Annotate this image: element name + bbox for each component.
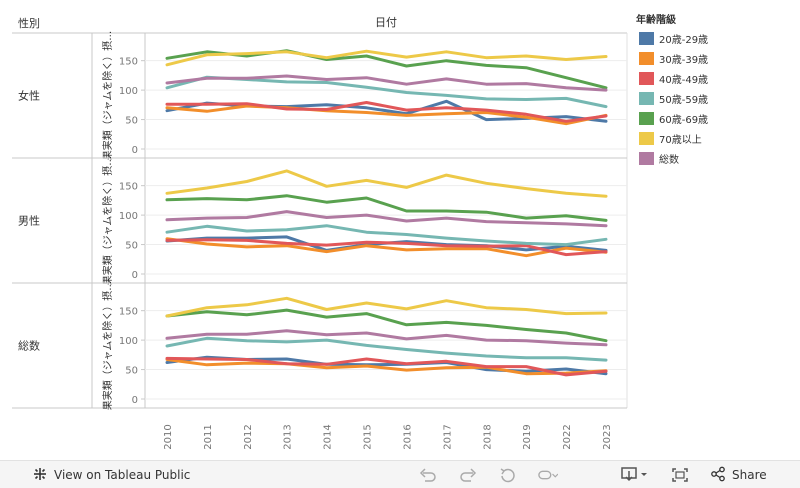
y-tick-label: 100 xyxy=(119,211,138,222)
series-line-7 xyxy=(165,74,608,92)
legend-title: 年齢階級 xyxy=(636,13,676,26)
series-line-7 xyxy=(165,329,608,347)
series-line-2 xyxy=(165,104,608,126)
share-icon xyxy=(710,466,726,485)
undo-icon[interactable] xyxy=(418,465,438,485)
legend-swatch xyxy=(639,92,654,105)
share-label: Share xyxy=(732,468,767,482)
series-line-7 xyxy=(165,210,608,228)
column-header-label: 日付 xyxy=(375,16,397,29)
y-tick-label: 100 xyxy=(119,336,138,347)
series-line-3 xyxy=(165,101,608,123)
x-tick-label: 2015 xyxy=(363,424,374,449)
x-tick-label: 2012 xyxy=(243,424,254,449)
series-line-4 xyxy=(165,336,608,362)
revert-icon[interactable] xyxy=(498,465,518,485)
x-tick-label: 2011 xyxy=(203,424,214,449)
legend-item-label: 70歳以上 xyxy=(659,134,702,146)
y-axis-title: 果実類（ジャムを除く）摂… xyxy=(101,31,114,161)
legend-item-label: 40歳-49歳 xyxy=(659,74,708,86)
series-line-6 xyxy=(165,49,608,67)
y-tick-label: 50 xyxy=(125,366,138,377)
legend-swatch xyxy=(639,152,654,165)
legend-swatch xyxy=(639,52,654,65)
x-tick-label: 2017 xyxy=(442,424,453,449)
tableau-toolbar: View on Tableau Public Share xyxy=(0,460,800,488)
y-tick-label: 0 xyxy=(132,395,138,406)
x-tick-label: 2022 xyxy=(562,424,573,449)
series-line-2 xyxy=(165,237,608,258)
download-icon[interactable] xyxy=(620,465,650,485)
legend-swatch xyxy=(639,32,654,45)
legend-item-label: 60歳-69歳 xyxy=(659,114,708,126)
panel-row-label: 男性 xyxy=(18,214,40,228)
x-tick-label: 2016 xyxy=(402,424,413,449)
y-tick-label: 0 xyxy=(132,145,138,156)
x-tick-label: 2014 xyxy=(323,424,334,449)
y-axis-title: 果実類（ジャムを除く）摂… xyxy=(101,156,114,286)
series-line-4 xyxy=(165,224,608,247)
view-on-tableau-public-link[interactable]: View on Tableau Public xyxy=(32,466,190,484)
y-tick-label: 50 xyxy=(125,116,138,127)
refresh-icon[interactable] xyxy=(538,465,558,485)
share-button[interactable]: Share xyxy=(710,466,767,484)
y-tick-label: 150 xyxy=(119,57,138,68)
legend-swatch xyxy=(639,132,654,145)
legend-swatch xyxy=(639,112,654,125)
panel-row-label: 総数 xyxy=(18,339,40,353)
series-line-5 xyxy=(165,308,608,343)
y-axis-title: 果実類（ジャムを除く）摂… xyxy=(101,281,114,411)
legend-item-label: 総数 xyxy=(659,153,679,166)
y-tick-label: 0 xyxy=(132,270,138,281)
y-tick-label: 50 xyxy=(125,241,138,252)
y-tick-label: 150 xyxy=(119,182,138,193)
series-line-6 xyxy=(165,169,608,198)
row-header-label: 性別 xyxy=(18,16,40,30)
series-line-3 xyxy=(165,238,608,257)
legend-item-label: 30歳-39歳 xyxy=(659,54,708,66)
x-tick-label: 2023 xyxy=(602,424,613,449)
x-tick-label: 2010 xyxy=(163,424,174,449)
x-tick-label: 2013 xyxy=(283,424,294,449)
panel-row-label: 女性 xyxy=(18,89,40,103)
x-tick-label: 2019 xyxy=(522,424,533,449)
y-tick-label: 150 xyxy=(119,307,138,318)
series-line-6 xyxy=(165,296,608,318)
redo-icon[interactable] xyxy=(458,465,478,485)
y-tick-label: 100 xyxy=(119,86,138,97)
view-on-tableau-label: View on Tableau Public xyxy=(54,468,191,482)
series-line-3 xyxy=(165,356,608,377)
x-tick-label: 2018 xyxy=(482,424,493,449)
legend-item-label: 50歳-59歳 xyxy=(659,94,708,106)
tableau-logo-icon xyxy=(32,466,48,485)
legend-swatch xyxy=(639,72,654,85)
series-line-2 xyxy=(165,358,608,376)
series-line-5 xyxy=(165,194,608,222)
legend-item-label: 20歳-29歳 xyxy=(659,34,708,46)
fullscreen-icon[interactable] xyxy=(670,465,690,485)
